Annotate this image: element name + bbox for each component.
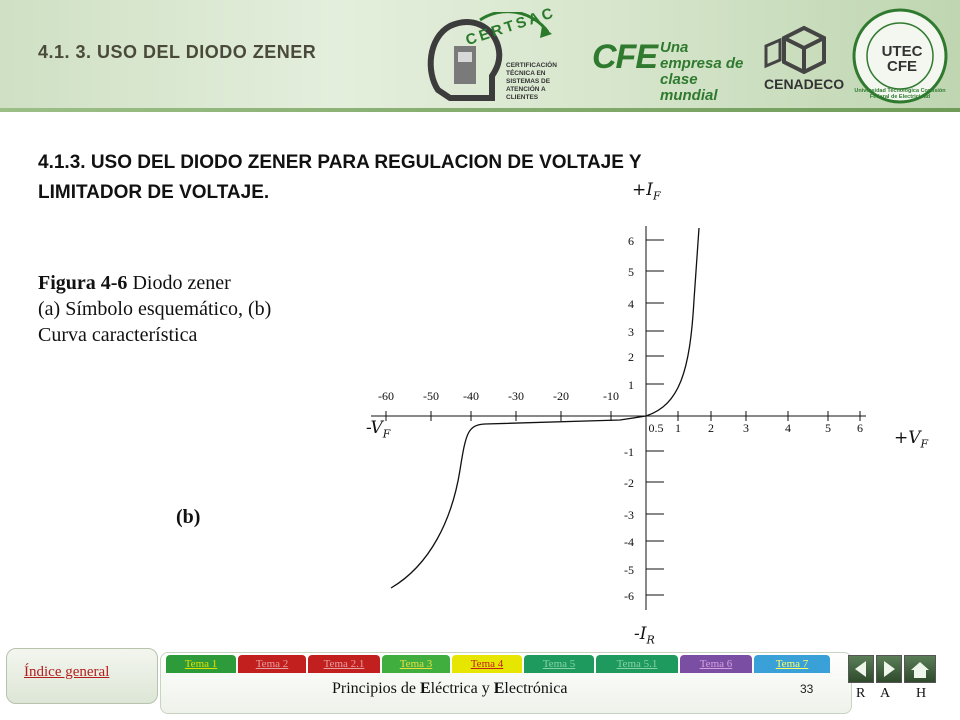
- y-tick-label: -5: [624, 563, 634, 577]
- axis-label-top: +IF: [632, 180, 661, 202]
- axis-label-right-text: +V: [894, 428, 921, 448]
- y-tick-label: 6: [628, 234, 634, 248]
- y-tick-label: -4: [624, 535, 634, 549]
- utec-logo: UTEC CFE Universidad Tecnológica Comisió…: [846, 6, 954, 106]
- tab-tema[interactable]: Tema 5.1: [596, 655, 678, 673]
- cenadeco-cube-icon: [764, 25, 826, 75]
- nav-letter-a: A: [880, 686, 891, 701]
- utec-wordmark: UTEC CFE: [881, 43, 923, 75]
- caption-line2: (a) Símbolo esquemático, (b): [38, 298, 272, 320]
- tab-tema[interactable]: Tema 3: [382, 655, 450, 673]
- home-button[interactable]: [904, 655, 936, 683]
- x-tick-label: -30: [508, 389, 524, 403]
- nav-letter-r: R: [856, 686, 866, 701]
- x-tick-label: -50: [423, 389, 439, 403]
- course-title: Principios de Eléctrica y Electrónica: [332, 680, 568, 698]
- triangle-right-icon: [884, 661, 895, 677]
- zener-characteristic-curve-chart: -60 -50 -40 -30 -20 -10 0.5 1 2 3 4 5 6 6 5 4 3 2 1 -1 -2 -3 -…: [371, 226, 866, 610]
- page-number: 33: [800, 682, 814, 696]
- axis-label-left-sub: F: [382, 427, 391, 441]
- axis-label-left: -VF: [366, 418, 390, 440]
- course-title-part: P: [332, 680, 341, 697]
- index-panel: [6, 648, 158, 704]
- utec-ring-text: Universidad Tecnológica Comisión Federal…: [854, 88, 946, 100]
- course-title-part: léctrica y: [430, 680, 494, 697]
- tab-tema[interactable]: Tema 6: [680, 655, 752, 673]
- nav-letter-h: H: [916, 686, 927, 701]
- section-tag: 4.1. 3. USO DEL DIODO ZENER: [38, 42, 317, 62]
- y-tick-label: 3: [628, 325, 634, 339]
- caption-figure-number: Figura 4-6: [38, 272, 128, 294]
- tab-tema[interactable]: Tema 1: [166, 655, 236, 673]
- cenadeco-logo: CENADECO: [760, 22, 845, 102]
- header-banner: [0, 0, 960, 108]
- y-tick-label: 5: [628, 265, 634, 279]
- back-button[interactable]: [848, 655, 874, 683]
- x-tick-label: 4: [785, 421, 791, 435]
- tab-tema[interactable]: Tema 4: [452, 655, 522, 673]
- course-title-part: E: [420, 680, 431, 697]
- cfe-slogan: Una empresa de clase mundial: [660, 39, 744, 104]
- page-title: 4.1.3. USO DEL DIODO ZENER PARA REGULACI…: [38, 148, 838, 208]
- certsac-logo: CERTSAC CERTIFICACIÓN TÉCNICA EN SISTEMA…: [420, 4, 570, 104]
- axis-label-right: +VF: [894, 428, 928, 450]
- tab-tema[interactable]: Tema 2.1: [308, 655, 380, 673]
- axis-label-top-sub: F: [652, 189, 661, 203]
- y-tick-label: -6: [624, 589, 634, 603]
- caption-line1: Diodo zener: [127, 272, 231, 294]
- x-tick-label: 3: [743, 421, 749, 435]
- x-tick-label: 1: [675, 421, 681, 435]
- page-title-line2: LIMITADOR DE VOLTAJE.: [38, 182, 270, 203]
- course-title-part: lectrónica: [504, 680, 568, 697]
- y-tick-label: 1: [628, 378, 634, 392]
- x-tick-label: -60: [378, 389, 394, 403]
- y-tick-label: -2: [624, 476, 634, 490]
- triangle-left-icon: [855, 661, 866, 677]
- axis-label-top-text: +I: [632, 180, 653, 200]
- caption-line3: Curva característica: [38, 324, 198, 346]
- utec-seal-icon: [852, 8, 948, 104]
- figure-sublabel: (b): [176, 506, 201, 528]
- x-tick-label: -20: [553, 389, 569, 403]
- y-tick-label: 4: [628, 297, 634, 311]
- figure-caption: Figura 4-6 Diodo zener (a) Símbolo esque…: [38, 270, 378, 348]
- zener-curve-line: [390, 227, 700, 589]
- certsac-head-icon: [427, 10, 552, 101]
- cenadeco-wordmark: CENADECO: [764, 76, 845, 92]
- forward-button[interactable]: [876, 655, 902, 683]
- axis-label-bottom: -IR: [634, 624, 655, 646]
- tab-tema[interactable]: Tema 5: [524, 655, 594, 673]
- course-title-part: rincipios de: [340, 680, 420, 697]
- index-general-link[interactable]: Índice general: [24, 664, 110, 680]
- page-title-line1: 4.1.3. USO DEL DIODO ZENER PARA REGULACI…: [38, 152, 642, 173]
- certsac-subtitle: CERTIFICACIÓN TÉCNICA EN SISTEMAS DE ATE…: [506, 62, 557, 101]
- header-divider: [0, 108, 960, 112]
- x-tick-label: -40: [463, 389, 479, 403]
- course-title-part: E: [493, 680, 505, 697]
- axis-label-left-text: -V: [366, 418, 383, 438]
- x-tick-label: 5: [825, 421, 831, 435]
- axis-label-bottom-sub: R: [646, 633, 655, 647]
- tab-tema[interactable]: Tema 7: [754, 655, 830, 673]
- cfe-wordmark: CFE: [592, 38, 658, 76]
- cfe-logo: CFE Una empresa de clase mundial: [592, 38, 752, 104]
- y-tick-label: -3: [624, 508, 634, 522]
- tab-tema[interactable]: Tema 2: [238, 655, 306, 673]
- x-tick-label: 6: [857, 421, 863, 435]
- topic-tabs: Tema 1 Tema 2 Tema 2.1 Tema 3 Tema 4 Tema 5 Te…: [166, 655, 830, 673]
- y-tick-label: 2: [628, 350, 634, 364]
- axis-label-bottom-text: -I: [634, 624, 647, 644]
- x-tick-label: 2: [708, 421, 714, 435]
- x-tick-label: -10: [603, 389, 619, 403]
- home-icon: [911, 662, 929, 678]
- y-tick-label: -1: [624, 445, 634, 459]
- axis-label-right-sub: F: [920, 437, 929, 451]
- x-tick-label: 0.5: [649, 421, 664, 435]
